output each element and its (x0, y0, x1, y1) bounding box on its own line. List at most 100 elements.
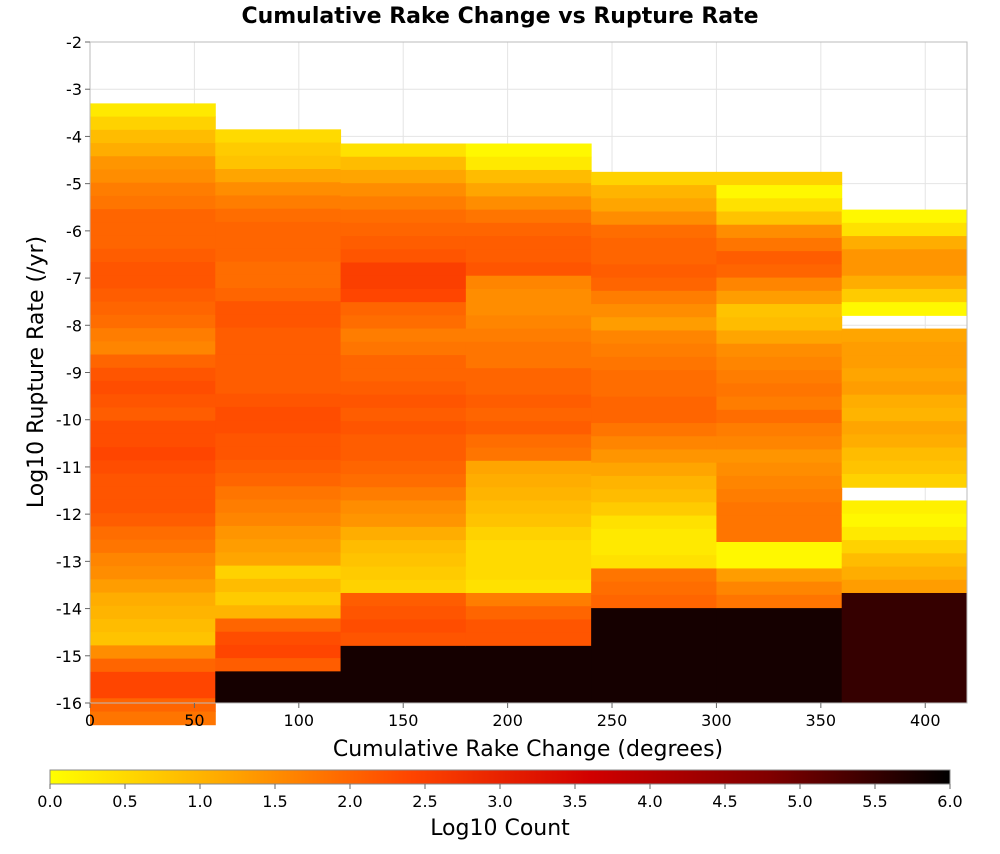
heatmap-cell (841, 566, 968, 581)
heatmap-cell (215, 287, 342, 302)
heatmap-cell (465, 460, 592, 475)
heatmap-cell (591, 423, 717, 437)
y-tick-label: -16 (56, 694, 82, 713)
y-tick-label: -4 (66, 127, 82, 146)
heatmap-cell (465, 540, 592, 554)
colorbar-tick-label: 2.5 (412, 792, 437, 811)
heatmap-cell (716, 462, 843, 477)
x-tick-label: 400 (910, 711, 941, 730)
heatmap-cell (465, 447, 592, 462)
heatmap-cell (340, 222, 467, 237)
heatmap-cell (340, 421, 467, 435)
heatmap-cell (591, 449, 717, 464)
heatmap-cell (716, 185, 843, 199)
chart-title: Cumulative Rake Change vs Rupture Rate (241, 4, 758, 29)
heatmap-cell (716, 515, 843, 530)
heatmap-cell (215, 406, 342, 421)
heatmap-cell (465, 632, 592, 647)
colorbar-tick-label: 4.5 (712, 792, 737, 811)
heatmap-cell (90, 552, 216, 567)
heatmap-cell (465, 156, 592, 171)
heatmap-cell (591, 528, 717, 543)
y-tick-label: -12 (56, 505, 82, 524)
heatmap-cell (841, 526, 968, 541)
heatmap-cell (215, 671, 342, 704)
heatmap-cell (90, 499, 216, 514)
heatmap-cell (340, 434, 467, 449)
y-tick-label: -3 (66, 80, 82, 99)
heatmap-cell (90, 129, 216, 144)
heatmap-cell (215, 261, 342, 276)
heatmap-cell (716, 409, 843, 424)
heatmap-cell (340, 275, 467, 290)
heatmap-cell (340, 645, 467, 704)
x-tick-label: 0 (85, 711, 95, 730)
heatmap-cell (340, 553, 467, 568)
x-tick-label: 300 (701, 711, 732, 730)
heatmap-cell (465, 606, 592, 620)
heatmap-cell (716, 343, 843, 358)
heatmap-cell (90, 380, 216, 395)
heatmap-cell (465, 302, 592, 316)
heatmap-cell (90, 566, 216, 580)
x-axis-title: Cumulative Rake Change (degrees) (333, 737, 723, 762)
heatmap-cell (591, 171, 717, 186)
heatmap-cell (465, 381, 592, 396)
y-tick-label: -11 (56, 458, 82, 477)
heatmap-cell (716, 608, 843, 704)
heatmap-cell (591, 185, 717, 199)
colorbar-tick-label: 3.0 (487, 792, 512, 811)
heatmap-cell (215, 486, 342, 501)
heatmap-cell (340, 592, 467, 607)
heatmap-cell (215, 354, 342, 368)
heatmap-cell (591, 436, 717, 450)
heatmap-cell (340, 315, 467, 330)
heatmap-cell (90, 579, 216, 594)
heatmap-cell (215, 539, 342, 553)
colorbar-tick-label: 6.0 (937, 792, 962, 811)
heatmap-cell (90, 605, 216, 620)
heatmap-cell (465, 355, 592, 369)
heatmap-cell (90, 645, 216, 660)
heatmap-cell (465, 328, 592, 343)
heatmap-cell (90, 539, 216, 554)
heatmap-cell (716, 277, 843, 292)
heatmap-cell (716, 449, 843, 464)
heatmap-cell (716, 568, 843, 583)
heatmap-cell (90, 328, 216, 342)
heatmap-cell (841, 460, 968, 475)
heatmap-cell (591, 290, 717, 305)
heatmap-cell (841, 394, 968, 409)
heatmap-cell (90, 473, 216, 488)
heatmap-cell (340, 328, 467, 343)
heatmap-cell (90, 367, 216, 382)
heatmap-cell (591, 581, 717, 596)
heatmap-cell (591, 396, 717, 411)
heatmap-cell (340, 169, 467, 184)
heatmap-cell (716, 581, 843, 596)
heatmap-cell (591, 343, 717, 358)
heatmap-cell (215, 420, 342, 434)
heatmap-cell (215, 446, 342, 461)
heatmap-cell (90, 698, 216, 712)
heatmap-cell (465, 500, 592, 515)
x-tick-label: 250 (597, 711, 628, 730)
heatmap-cell (215, 129, 342, 144)
heatmap-cell (716, 475, 843, 490)
heatmap-cell (841, 262, 968, 277)
heatmap-cell (591, 541, 717, 556)
heatmap-cell (90, 354, 216, 369)
heatmap-cell (215, 169, 342, 183)
heatmap-cell (90, 288, 216, 303)
heatmap-cell (90, 592, 216, 607)
x-tick-label: 100 (284, 711, 315, 730)
heatmap-cell (716, 502, 843, 517)
heatmap-cell (716, 594, 843, 609)
heatmap-cell (90, 222, 216, 237)
heatmap-cell (716, 423, 843, 437)
heatmap-cell (90, 486, 216, 501)
heatmap-cell (591, 251, 717, 265)
colorbar-tick-label: 5.0 (787, 792, 812, 811)
heatmap-cell (215, 592, 342, 606)
